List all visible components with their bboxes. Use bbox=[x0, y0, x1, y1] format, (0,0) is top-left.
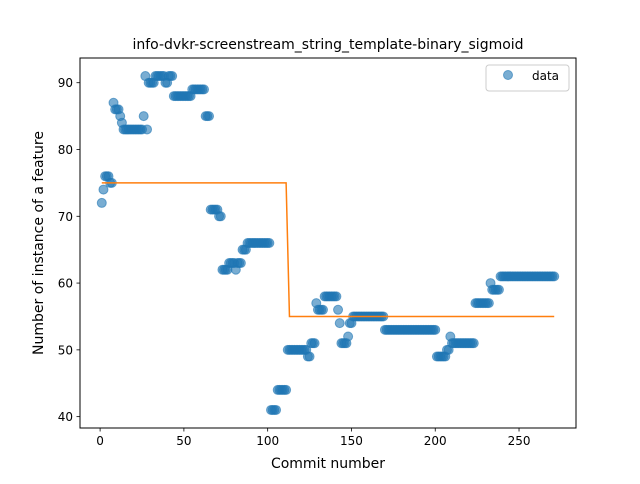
data-point bbox=[549, 271, 560, 282]
x-tick-label: 50 bbox=[176, 434, 191, 448]
y-tick-label: 70 bbox=[58, 210, 73, 224]
x-tick-label: 0 bbox=[96, 434, 104, 448]
data-point bbox=[309, 338, 320, 349]
data-point bbox=[334, 318, 345, 329]
fit-line bbox=[101, 182, 555, 318]
data-point bbox=[142, 124, 153, 135]
x-tick-label: 150 bbox=[340, 434, 363, 448]
y-tick-label: 50 bbox=[58, 343, 73, 357]
data-point bbox=[271, 404, 282, 415]
legend-marker bbox=[503, 70, 513, 80]
data-point bbox=[333, 304, 344, 315]
x-tick-label: 200 bbox=[424, 434, 447, 448]
data-point bbox=[204, 111, 215, 122]
data-point bbox=[468, 338, 479, 349]
legend-label: data bbox=[532, 69, 559, 83]
data-point bbox=[317, 304, 328, 315]
chart-title: info-dvkr-screenstream_string_template-b… bbox=[132, 37, 523, 53]
data-point bbox=[167, 71, 178, 82]
x-tick-label: 250 bbox=[508, 434, 531, 448]
y-tick-label: 40 bbox=[58, 410, 73, 424]
data-point bbox=[264, 238, 275, 248]
y-axis-ticks: 40 50 60 70 80 90 bbox=[58, 76, 80, 424]
data-point bbox=[281, 384, 292, 395]
fit-line-layer bbox=[101, 182, 555, 318]
data-point bbox=[138, 111, 149, 122]
data-point bbox=[343, 331, 354, 342]
data-point bbox=[96, 197, 107, 208]
data-point bbox=[430, 324, 441, 335]
legend: data bbox=[485, 64, 570, 92]
data-point bbox=[235, 258, 246, 269]
data-point bbox=[199, 84, 209, 95]
plot-frame bbox=[79, 57, 577, 429]
x-axis-ticks: 0 50 100 150 200 250 bbox=[96, 428, 530, 448]
y-tick-label: 90 bbox=[58, 76, 73, 90]
data-point bbox=[493, 284, 504, 295]
data-point bbox=[215, 211, 226, 222]
y-tick-label: 80 bbox=[58, 143, 73, 157]
data-point bbox=[331, 291, 342, 302]
data-point bbox=[483, 298, 494, 309]
x-axis-label: Commit number bbox=[271, 456, 385, 472]
y-axis-label: Number of instance of a feature bbox=[31, 131, 47, 355]
x-tick-label: 100 bbox=[256, 434, 279, 448]
data-point bbox=[98, 184, 109, 195]
y-tick-label: 60 bbox=[58, 277, 73, 291]
data-point bbox=[304, 351, 315, 362]
